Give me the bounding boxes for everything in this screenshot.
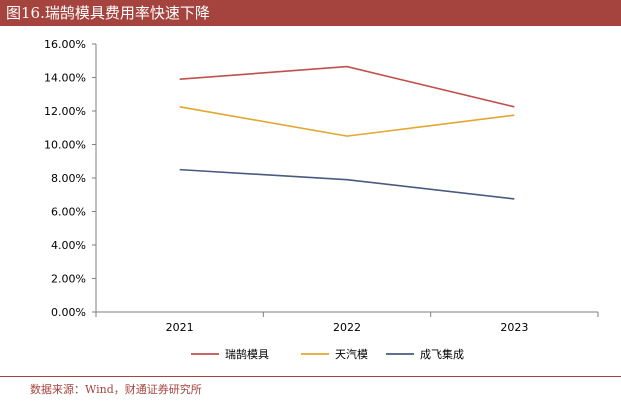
chart-lines [179,65,515,200]
y-tick-label: 16.00% [44,38,86,51]
legend-label-3: 成飞集成 [420,347,464,361]
y-tick-label: 6.00% [51,206,86,219]
x-tick-label: 2022 [333,321,361,334]
title-bar: 图16.瑞鹄模具费用率快速下降 [0,0,621,26]
y-tick-label: 14.00% [44,72,86,85]
series-line-3 [179,168,515,200]
source-note: 数据来源：Wind，财通证券研究所 [30,383,202,396]
legend-label-1: 瑞鹄模具 [225,347,269,361]
chart-legend: 瑞鹄模具 天汽模 成飞集成 [191,347,464,361]
x-tick-label: 2023 [500,321,528,334]
series-line-2 [179,106,515,137]
y-tick-label: 2.00% [51,273,86,286]
series-line-1 [179,65,515,108]
y-tick-label: 4.00% [51,239,86,252]
legend-label-2: 天汽模 [335,347,368,361]
x-tick-label: 2021 [166,321,194,334]
source-divider [0,376,621,377]
chart-axes: 0.00% 2.00% 4.00% 6.00% 8.00% 10.00% 12.00% 14.… [44,38,599,334]
line-chart: 0.00% 2.00% 4.00% 6.00% 8.00% 10.00% 12.00% 14.… [44,38,599,361]
page-title: 图16.瑞鹄模具费用率快速下降 [6,4,210,22]
y-tick-label: 0.00% [51,306,86,319]
y-tick-label: 10.00% [44,139,86,152]
y-tick-label: 12.00% [44,105,86,118]
y-tick-label: 8.00% [51,172,86,185]
